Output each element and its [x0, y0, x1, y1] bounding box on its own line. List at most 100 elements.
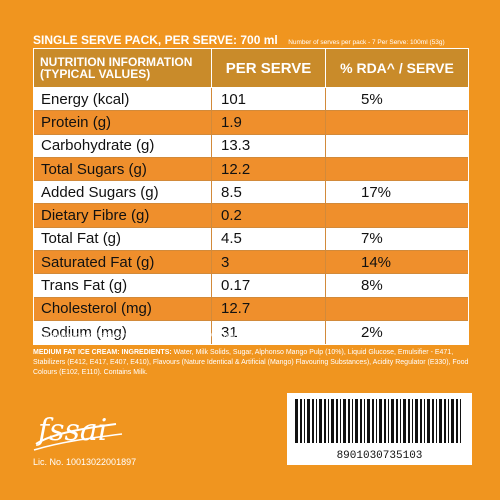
fssai-logo: fssai	[33, 413, 123, 451]
barcode-bar	[432, 399, 434, 443]
nutrient-name: Dietary Fibre (g)	[34, 204, 212, 227]
nutrient-rda	[326, 204, 468, 226]
nutrient-per-serve: 0.2	[212, 204, 326, 227]
barcode-bar	[415, 399, 418, 443]
nutrient-name: Protein (g)	[34, 111, 212, 134]
nutrient-rda: 17%	[361, 183, 392, 201]
barcode-bar	[360, 399, 362, 443]
barcode-bar	[427, 399, 430, 443]
nutrient-per-serve: 12.7	[212, 297, 326, 320]
barcode-bar	[376, 399, 377, 443]
nutrient-name: Trans Fat (g)	[34, 274, 212, 297]
nutrient-row: Saturated Fat (g) 3 14%	[34, 251, 468, 275]
barcode-bar	[439, 399, 442, 443]
nutrient-per-serve: 1.9	[212, 111, 326, 134]
barcode-bar	[343, 399, 346, 443]
nutrient-name: Total Fat (g)	[34, 227, 212, 251]
nutrient-per-serve: 8.5	[212, 181, 326, 204]
barcode-bar	[340, 399, 341, 443]
nutrient-name: Saturated Fat (g)	[34, 251, 212, 274]
license-number: Lic. No. 10013022001897	[33, 457, 137, 467]
barcode-number: 8901030735103	[336, 450, 423, 462]
nutrient-per-serve: 0.17	[212, 274, 326, 297]
nutrient-row: Sodium (mg) 31 2%	[34, 320, 468, 345]
rda-footnote: ^% of an average Adult's Recommended Die…	[33, 332, 252, 339]
barcode-bar	[448, 399, 449, 443]
barcode-bar	[408, 399, 410, 443]
barcode-bar	[460, 399, 461, 443]
ingredients-text: MEDIUM FAT ICE CREAM: INGREDIENTS: Water…	[33, 348, 473, 378]
nutrition-table-body: Energy (kcal) 101 5% Protein (g) 1.9 Carbohyd…	[34, 88, 468, 345]
barcode-bar	[420, 399, 422, 443]
barcode-bar	[316, 399, 317, 443]
barcode-bar	[336, 399, 338, 443]
nutrient-row: Total Sugars (g) 12.2	[34, 157, 468, 182]
barcode-bar	[364, 399, 365, 443]
barcode-bar	[352, 399, 353, 443]
column-header-per-serve: PER SERVE	[212, 49, 326, 87]
barcode-bar	[319, 399, 322, 443]
barcode-bar	[367, 399, 370, 443]
barcode-bar	[436, 399, 437, 443]
barcode-bars	[295, 399, 461, 443]
barcode-bar	[451, 399, 454, 443]
nutrient-name: Carbohydrate (g)	[34, 134, 212, 157]
barcode-bar	[295, 399, 298, 443]
nutrient-name: Sodium (mg)	[34, 320, 212, 345]
barcode-bar	[400, 399, 401, 443]
nutrient-row: Dietary Fibre (g) 0.2	[34, 204, 468, 228]
ingredients-label: MEDIUM FAT ICE CREAM: INGREDIENTS:	[33, 349, 172, 356]
nutrient-rda	[326, 298, 468, 320]
barcode-bar	[372, 399, 374, 443]
barcode-bar	[331, 399, 334, 443]
barcode-bar	[444, 399, 446, 443]
barcode-bar	[328, 399, 329, 443]
nutrient-rda: 2%	[361, 324, 383, 342]
nutrient-per-serve: 101	[212, 88, 326, 111]
nutrition-table: NUTRITION INFORMATION (TYPICAL VALUES) P…	[33, 48, 469, 346]
column-header-nutrition-info: NUTRITION INFORMATION (TYPICAL VALUES)	[34, 49, 212, 87]
fssai-logo-text: fssai	[36, 413, 107, 448]
nutrient-per-serve: 31	[212, 320, 326, 345]
nutrient-per-serve: 12.2	[212, 157, 326, 181]
nutrient-row: Added Sugars (g) 8.5 17%	[34, 181, 468, 205]
barcode-bar	[412, 399, 413, 443]
nutrient-per-serve: 3	[212, 251, 326, 274]
nutrient-rda	[326, 158, 468, 180]
barcode-bar	[391, 399, 394, 443]
barcode-bar	[424, 399, 425, 443]
nutrient-per-serve: 13.3	[212, 134, 326, 157]
nutrient-name: Total Sugars (g)	[34, 157, 212, 181]
nutrient-rda: 8%	[361, 277, 383, 295]
barcode-bar	[388, 399, 389, 443]
nutrient-name: Cholesterol (mg)	[34, 297, 212, 320]
barcode-bar	[304, 399, 305, 443]
nutrient-row: Cholesterol (mg) 12.7	[34, 297, 468, 321]
barcode-bar	[324, 399, 326, 443]
barcode-bar	[348, 399, 350, 443]
nutrient-row: Carbohydrate (g) 13.3	[34, 134, 468, 158]
barcode-bar	[456, 399, 458, 443]
barcode-bar	[384, 399, 386, 443]
nutrient-name: Added Sugars (g)	[34, 181, 212, 204]
nutrient-row: Total Fat (g) 4.5 7%	[34, 227, 468, 252]
nutrition-table-header: NUTRITION INFORMATION (TYPICAL VALUES) P…	[34, 49, 468, 88]
barcode-bar	[396, 399, 398, 443]
barcode: 8901030735103	[287, 393, 472, 465]
barcode-bar	[355, 399, 358, 443]
nutrient-rda: 14%	[361, 253, 392, 271]
serve-pack-title: SINGLE SERVE PACK, PER SERVE: 700 ml	[33, 33, 278, 47]
nutrient-rda	[326, 135, 468, 157]
barcode-bar	[379, 399, 382, 443]
barcode-bar	[300, 399, 302, 443]
nutrient-row: Trans Fat (g) 0.17 8%	[34, 274, 468, 298]
nutrient-row: Energy (kcal) 101 5%	[34, 88, 468, 112]
nutrient-rda	[326, 111, 468, 133]
serve-pack-header: SINGLE SERVE PACK, PER SERVE: 700 ml Num…	[33, 31, 473, 49]
nutrient-row: Protein (g) 1.9	[34, 111, 468, 135]
column-header-rda: % RDA^ / SERVE	[340, 60, 454, 76]
barcode-bar	[307, 399, 310, 443]
barcode-bar	[403, 399, 406, 443]
nutrient-rda: 5%	[361, 90, 383, 108]
nutrient-per-serve: 4.5	[212, 227, 326, 251]
